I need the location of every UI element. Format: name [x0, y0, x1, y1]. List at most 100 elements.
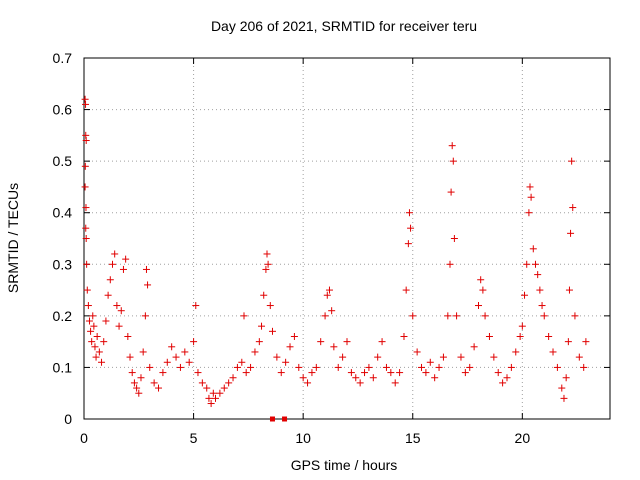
data-point — [446, 260, 454, 268]
data-point — [479, 286, 487, 294]
data-point — [418, 363, 426, 371]
data-point — [560, 394, 568, 402]
y-tick-label: 0.4 — [53, 205, 73, 221]
data-point — [92, 353, 100, 361]
data-point — [447, 188, 455, 196]
data-point — [582, 338, 590, 346]
data-point — [521, 291, 529, 299]
data-point — [405, 209, 413, 217]
data-point — [216, 389, 224, 397]
data-point — [290, 332, 298, 340]
data-point — [229, 374, 237, 382]
data-point — [507, 363, 515, 371]
data-point — [450, 235, 458, 242]
data-point — [470, 343, 478, 351]
data-point — [499, 379, 507, 387]
data-point — [518, 322, 526, 330]
data-point — [435, 363, 443, 371]
x-tick-label: 20 — [515, 430, 531, 446]
data-point — [409, 312, 417, 320]
data-point — [198, 379, 206, 387]
data-point — [330, 343, 338, 351]
data-point — [95, 348, 103, 356]
data-point — [382, 363, 390, 371]
data-point — [137, 374, 145, 382]
data-point — [466, 363, 474, 371]
plot-frame — [83, 57, 611, 420]
data-point — [529, 245, 537, 253]
data-point — [192, 302, 200, 310]
x-tick-label: 10 — [295, 430, 311, 446]
data-point — [255, 338, 263, 346]
data-point — [176, 363, 184, 371]
data-point — [494, 369, 502, 377]
data-point — [273, 353, 281, 361]
data-point — [538, 302, 546, 310]
data-point — [82, 100, 90, 108]
data-point — [426, 358, 434, 366]
data-point — [565, 286, 573, 294]
data-point — [365, 363, 373, 371]
data-point — [85, 317, 93, 325]
x-tick-label: 15 — [405, 430, 421, 446]
data-point — [240, 312, 248, 320]
data-point — [553, 363, 561, 371]
data-point — [534, 271, 542, 279]
data-point — [251, 348, 259, 356]
data-point — [431, 374, 439, 382]
data-point — [347, 369, 355, 377]
data-point-square — [269, 416, 275, 422]
data-point — [258, 322, 266, 330]
data-point — [89, 312, 97, 320]
data-point — [212, 394, 219, 402]
y-tick-label: 0.3 — [53, 256, 73, 272]
data-point — [407, 224, 415, 232]
data-point — [181, 348, 189, 356]
y-tick-label: 0.2 — [53, 308, 73, 324]
data-point — [117, 307, 125, 315]
data-point — [83, 286, 91, 294]
data-point — [580, 363, 588, 371]
data-point — [87, 327, 95, 335]
data-point — [225, 379, 233, 387]
data-point — [396, 369, 404, 377]
data-point — [242, 369, 250, 377]
data-point — [404, 240, 412, 248]
data-point — [108, 260, 116, 268]
data-point — [343, 338, 351, 346]
data-point — [185, 358, 193, 366]
data-point — [194, 369, 202, 377]
data-point — [549, 348, 557, 356]
data-point — [448, 142, 456, 150]
data-point — [139, 348, 147, 356]
data-point — [569, 204, 577, 212]
data-point — [150, 379, 158, 387]
data-point — [142, 265, 150, 273]
x-axis-label: GPS time / hours — [291, 457, 398, 473]
data-point — [325, 286, 333, 294]
data-point — [475, 302, 482, 310]
data-point — [83, 260, 91, 268]
y-tick-label: 0.1 — [53, 359, 73, 375]
data-point — [84, 302, 92, 310]
data-point — [378, 338, 386, 346]
data-point — [163, 358, 171, 366]
data-point — [387, 369, 395, 377]
data-point — [512, 348, 520, 356]
data-point — [525, 209, 533, 217]
data-point — [526, 183, 534, 191]
data-point — [106, 276, 114, 284]
data-point — [545, 332, 553, 340]
data-point — [82, 235, 90, 242]
data-point — [461, 369, 469, 377]
y-tick-label: 0.6 — [53, 102, 73, 118]
data-point — [88, 338, 96, 346]
data-point — [328, 307, 336, 315]
x-tick-label: 5 — [190, 430, 198, 446]
data-point — [90, 322, 98, 330]
data-point — [356, 379, 364, 387]
data-point — [321, 312, 329, 320]
y-tick-label: 0 — [64, 411, 72, 427]
data-point — [247, 363, 255, 371]
